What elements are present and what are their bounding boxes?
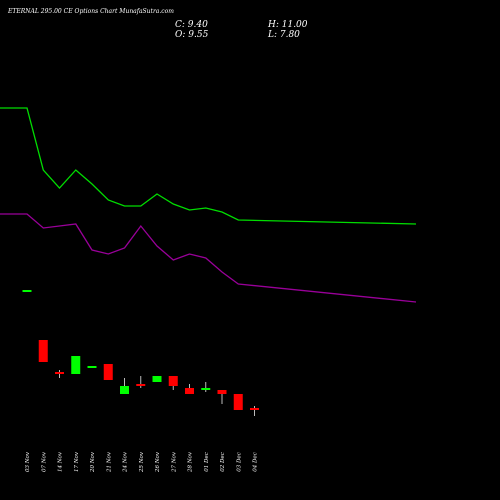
x-tick-label: 03 Dec <box>236 452 242 472</box>
candle <box>217 390 227 404</box>
candle-body <box>185 388 194 394</box>
candle <box>185 384 194 394</box>
x-tick-label: 01 Dec <box>204 452 210 472</box>
candle-body <box>250 408 259 410</box>
candle <box>250 406 259 416</box>
candle <box>103 364 113 380</box>
candle <box>55 370 64 378</box>
candle-body <box>201 388 211 390</box>
x-tick-label: 20 Nov <box>90 451 96 473</box>
candle <box>233 394 243 410</box>
low-value: L: 7.80 <box>267 30 300 40</box>
open-value: O: 9.55 <box>175 30 209 40</box>
moving-average-lines <box>0 107 417 303</box>
x-tick-label: 24 Nov <box>123 451 129 473</box>
candle <box>201 382 211 392</box>
x-tick-label: 07 Nov <box>41 451 47 472</box>
x-tick-label: 17 Nov <box>74 451 80 472</box>
candle-body <box>120 386 129 394</box>
x-tick-label: 25 Nov <box>139 451 145 473</box>
x-axis-tick-labels: 03 Nov 07 Nov 14 Nov 17 Nov 20 Nov 21 Nov 24 N… <box>25 451 259 473</box>
candle <box>136 376 146 388</box>
candle <box>38 340 48 362</box>
x-tick-label: 02 Dec <box>220 452 226 472</box>
high-value: H: 11.00 <box>267 20 308 30</box>
candle-body <box>103 364 113 380</box>
candle <box>87 366 97 368</box>
candle-body <box>168 376 178 386</box>
x-tick-label: 28 Nov <box>188 451 194 473</box>
candle-body <box>217 390 227 394</box>
x-tick-label: 26 Nov <box>155 451 161 473</box>
candle <box>71 356 81 374</box>
candle-body <box>136 384 146 386</box>
x-tick-label: 04 Dec <box>253 452 259 472</box>
candles-group <box>22 290 259 416</box>
candle <box>152 376 162 382</box>
candle-body <box>87 366 97 368</box>
candle-body <box>71 356 81 374</box>
candle <box>22 290 32 292</box>
x-tick-label: 14 Nov <box>58 451 64 472</box>
x-tick-label: 21 Nov <box>106 451 112 473</box>
close-value: C: 9.40 <box>175 20 208 30</box>
candle-body <box>55 372 64 374</box>
candle <box>168 376 178 390</box>
candle-body <box>152 376 162 382</box>
candle-body <box>233 394 243 410</box>
candle-body <box>22 290 32 292</box>
x-tick-label: 03 Nov <box>25 451 31 472</box>
ma-line-2 <box>0 213 417 303</box>
candle <box>120 378 129 394</box>
x-tick-label: 27 Nov <box>171 451 177 473</box>
ma-line-1 <box>0 107 417 225</box>
candle-body <box>38 340 48 362</box>
chart-title: ETERNAL 295.00 CE Options Chart MunafaSu… <box>7 8 174 15</box>
